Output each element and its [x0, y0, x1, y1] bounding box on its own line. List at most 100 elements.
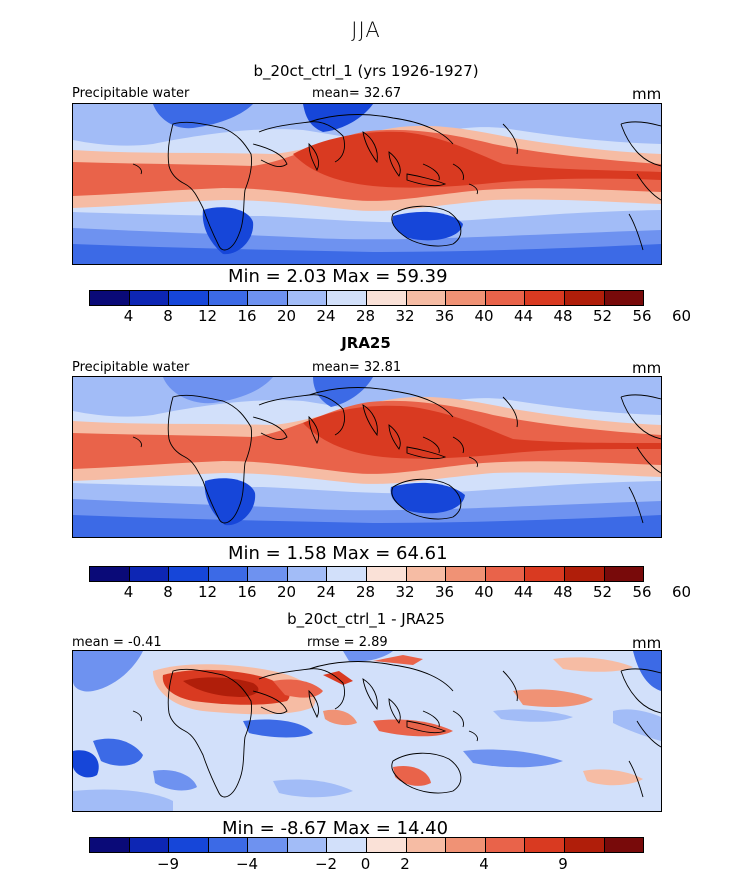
colorbar-tick-label: 32 — [395, 307, 415, 325]
colorbar-tick-label: 60 — [671, 307, 692, 325]
colorbar-tick-label: 56 — [632, 307, 652, 325]
panel2-title: JRA25 — [341, 334, 391, 352]
colorbar-swatch — [604, 838, 644, 852]
colorbar-swatch — [129, 291, 170, 305]
colorbar-swatch — [367, 291, 407, 305]
colorbar-swatch — [248, 838, 288, 852]
panel2-map — [72, 376, 662, 538]
panel3-colorbar — [89, 837, 644, 853]
colorbar-tick-label: 36 — [434, 307, 455, 325]
colorbar-tick-label: 52 — [592, 307, 613, 325]
panel2-units: mm — [632, 359, 662, 377]
colorbar-tick-label: 0 — [360, 855, 371, 873]
colorbar-tick-label: 20 — [276, 307, 297, 325]
colorbar-tick-label: 8 — [163, 307, 173, 325]
colorbar-swatch — [406, 838, 447, 852]
colorbar-swatch — [485, 291, 526, 305]
panel1-mean-label: mean= 32.67 — [312, 86, 402, 101]
colorbar-tick-label: 4 — [123, 583, 134, 601]
colorbar-swatch — [169, 838, 209, 852]
colorbar-swatch — [525, 838, 565, 852]
colorbar-tick-label: −9 — [156, 855, 180, 873]
colorbar-swatch — [90, 291, 130, 305]
colorbar-swatch — [287, 567, 328, 581]
colorbar-swatch — [485, 838, 526, 852]
colorbar-swatch — [564, 838, 605, 852]
panel2-mean-label: mean= 32.81 — [312, 360, 402, 375]
colorbar-swatch — [446, 567, 486, 581]
colorbar-swatch — [129, 838, 170, 852]
colorbar-tick-label: 24 — [316, 583, 336, 601]
panel1-variable-label: Precipitable water — [72, 86, 190, 101]
colorbar-tick-label: 16 — [237, 583, 257, 601]
colorbar-swatch — [446, 291, 486, 305]
colorbar-tick-label: 40 — [474, 307, 494, 325]
colorbar-swatch — [248, 291, 288, 305]
colorbar-swatch — [564, 567, 605, 581]
panel1-title: b_20ct_ctrl_1 (yrs 1926-1927) — [253, 62, 479, 80]
colorbar-swatch — [406, 567, 447, 581]
colorbar-tick-label: 56 — [632, 583, 652, 601]
colorbar-tick-label: 8 — [163, 583, 173, 601]
colorbar-swatch — [208, 291, 249, 305]
colorbar-tick-label: 52 — [592, 583, 613, 601]
colorbar-tick-label: −2 — [314, 855, 338, 873]
colorbar-swatch — [327, 291, 368, 305]
colorbar-swatch — [327, 838, 368, 852]
colorbar-tick-label: 36 — [434, 583, 455, 601]
colorbar-tick-label: 40 — [474, 583, 494, 601]
colorbar-tick-label: 16 — [237, 307, 257, 325]
season-title: JJA — [351, 18, 381, 42]
colorbar-tick-label: 48 — [553, 583, 573, 601]
colorbar-swatch — [446, 838, 486, 852]
panel1-colorbar — [89, 290, 644, 306]
colorbar-swatch — [485, 567, 526, 581]
colorbar-swatch — [287, 291, 328, 305]
colorbar-swatch — [90, 838, 130, 852]
panel3-minmax: Min = -8.67 Max = 14.40 — [222, 818, 449, 839]
colorbar-tick-label: 9 — [558, 855, 568, 873]
colorbar-tick-label: 48 — [553, 307, 573, 325]
colorbar-swatch — [169, 567, 209, 581]
colorbar-tick-label: 4 — [479, 855, 489, 873]
colorbar-swatch — [525, 567, 565, 581]
colorbar-swatch — [208, 838, 249, 852]
colorbar-tick-label: 4 — [123, 307, 134, 325]
colorbar-tick-label: 60 — [671, 583, 692, 601]
colorbar-swatch — [525, 291, 565, 305]
colorbar-swatch — [248, 567, 288, 581]
panel3-title: b_20ct_ctrl_1 - JRA25 — [287, 610, 445, 628]
panel3-map — [72, 650, 662, 812]
colorbar-tick-label: −4 — [235, 855, 259, 873]
colorbar-swatch — [129, 567, 170, 581]
colorbar-swatch — [406, 291, 447, 305]
colorbar-tick-label: 20 — [276, 583, 297, 601]
panel1-map — [72, 103, 662, 265]
colorbar-swatch — [367, 838, 407, 852]
colorbar-swatch — [604, 567, 644, 581]
panel2-colorbar — [89, 566, 644, 582]
panel3-units: mm — [632, 634, 662, 652]
panel1-minmax: Min = 2.03 Max = 59.39 — [228, 266, 448, 287]
panel1-units: mm — [632, 85, 662, 103]
colorbar-tick-label: 2 — [400, 855, 410, 873]
colorbar-tick-label: 28 — [355, 583, 376, 601]
panel2-minmax: Min = 1.58 Max = 64.61 — [228, 543, 448, 564]
colorbar-tick-label: 32 — [395, 583, 415, 601]
panel3-rmse-label: rmse = 2.89 — [307, 635, 388, 650]
colorbar-tick-label: 28 — [355, 307, 376, 325]
colorbar-tick-label: 44 — [513, 307, 534, 325]
colorbar-swatch — [327, 567, 368, 581]
colorbar-tick-label: 12 — [197, 583, 218, 601]
panel3-mean-label: mean = -0.41 — [72, 635, 162, 650]
colorbar-swatch — [169, 291, 209, 305]
colorbar-swatch — [604, 291, 644, 305]
colorbar-swatch — [564, 291, 605, 305]
colorbar-swatch — [287, 838, 328, 852]
colorbar-swatch — [208, 567, 249, 581]
colorbar-swatch — [90, 567, 130, 581]
colorbar-swatch — [367, 567, 407, 581]
panel2-variable-label: Precipitable water — [72, 360, 190, 375]
colorbar-tick-label: 12 — [197, 307, 218, 325]
colorbar-tick-label: 24 — [316, 307, 336, 325]
